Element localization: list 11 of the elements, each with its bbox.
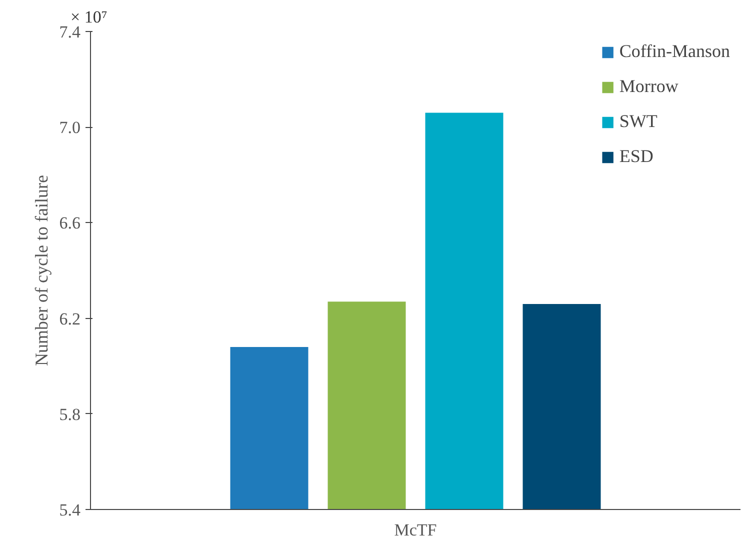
x-tick-label: McTF <box>394 520 437 540</box>
y-tick-label: 6.6 <box>59 214 80 233</box>
legend-label: SWT <box>619 111 658 132</box>
y-tick-label: 5.4 <box>59 500 81 520</box>
y-tick-label: 6.2 <box>59 309 80 328</box>
legend-label: Morrow <box>619 76 678 97</box>
y-tick-label: 5.8 <box>59 404 80 424</box>
legend-label: ESD <box>619 146 654 167</box>
legend-label: Coffin-Manson <box>619 41 730 62</box>
y-tick-label: 7.0 <box>59 118 80 138</box>
y-axis-title: Number of cycle to failure <box>31 175 52 366</box>
